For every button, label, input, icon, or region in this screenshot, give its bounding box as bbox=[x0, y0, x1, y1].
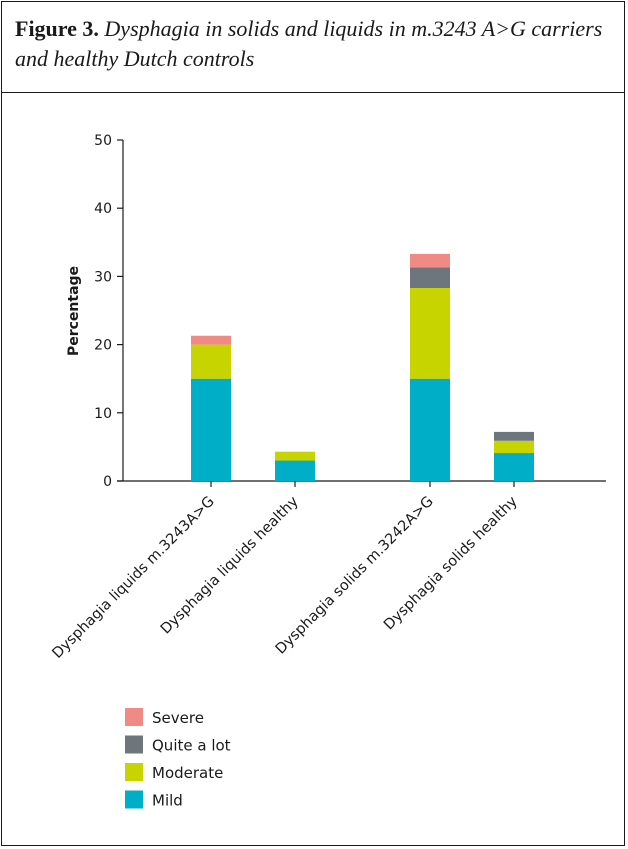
legend-label: Quite a lot bbox=[152, 737, 231, 755]
legend-label: Moderate bbox=[152, 764, 223, 782]
bar-segment-mild bbox=[494, 453, 534, 481]
legend-label: Mild bbox=[152, 792, 183, 810]
x-tick-label: Dysphagia liquids healthy bbox=[158, 493, 302, 637]
x-tick-label: Dysphagia liquids m.3243A>G bbox=[49, 494, 217, 662]
legend-label: Severe bbox=[152, 709, 204, 727]
bar-segment-severe bbox=[410, 253, 450, 268]
y-axis-title: Percentage bbox=[66, 266, 82, 356]
chart-legend: Severe Quite a lot Moderate Mild bbox=[125, 708, 231, 810]
bar-segment-mild bbox=[410, 378, 450, 481]
y-tick-label: 30 bbox=[94, 269, 112, 285]
bar-segment-quite-a-lot bbox=[494, 431, 534, 441]
figure-caption: Figure 3. Dysphagia in solids and liquid… bbox=[2, 2, 624, 93]
bar-segment-moderate bbox=[494, 440, 534, 454]
bar-segment-moderate bbox=[410, 287, 450, 379]
y-tick-label: 40 bbox=[94, 201, 112, 217]
y-tick-label: 10 bbox=[94, 406, 112, 422]
legend-swatch bbox=[125, 763, 143, 781]
x-tick-label: Dysphagia solids m.3242A>G bbox=[273, 494, 437, 658]
legend-swatch bbox=[125, 735, 143, 754]
bar-segment-severe bbox=[191, 335, 231, 345]
bar-segment-moderate bbox=[275, 451, 315, 461]
bar-segment-quite-a-lot bbox=[410, 267, 450, 288]
bar-segment-moderate bbox=[191, 344, 231, 379]
y-tick-label: 50 bbox=[94, 133, 112, 149]
chart-bars bbox=[191, 253, 534, 481]
legend-swatch bbox=[125, 708, 143, 726]
bar-segment-mild bbox=[275, 460, 315, 481]
y-tick-label: 0 bbox=[103, 474, 112, 490]
figure-title: Dysphagia in solids and liquids in m.324… bbox=[15, 16, 603, 71]
y-tick-label: 20 bbox=[94, 338, 112, 354]
x-tick-label: Dysphagia solids healthy bbox=[381, 493, 521, 633]
bar-segment-mild bbox=[191, 378, 231, 481]
figure-label: Figure 3. bbox=[15, 16, 99, 41]
legend-swatch bbox=[125, 790, 143, 809]
